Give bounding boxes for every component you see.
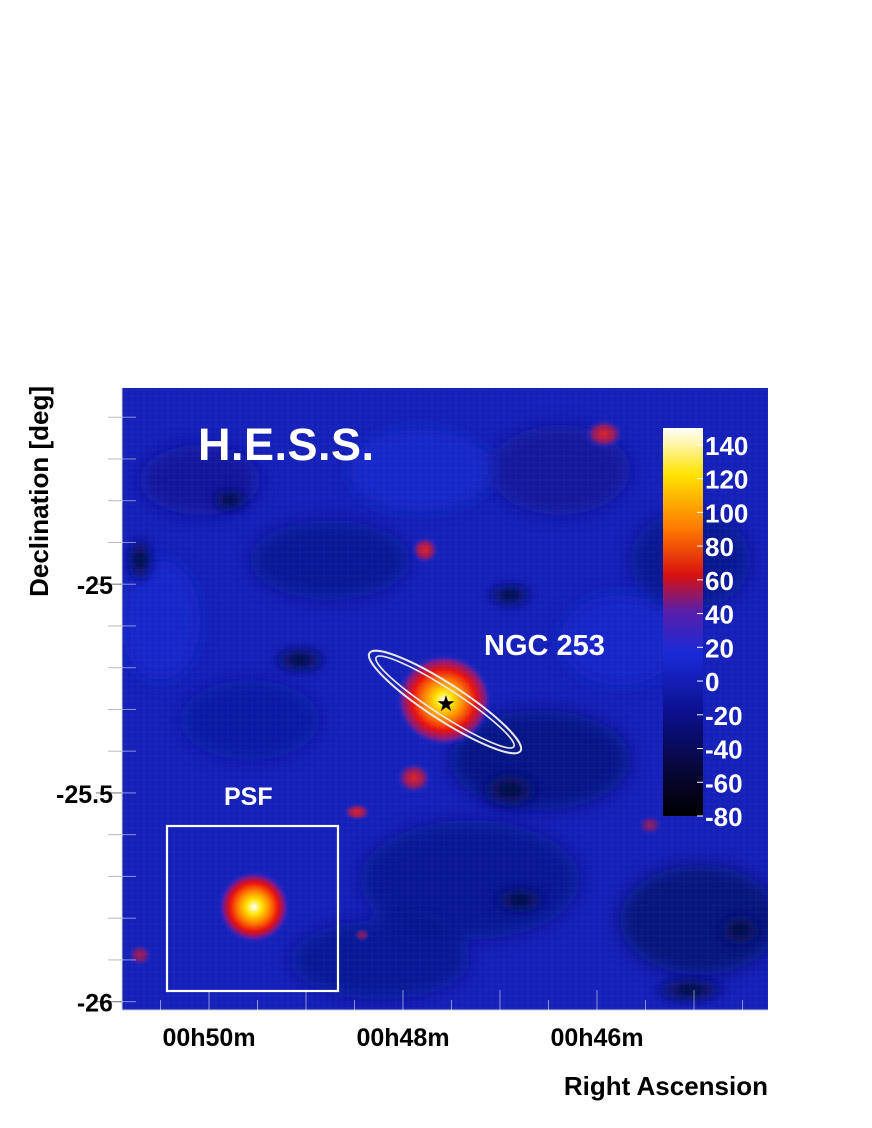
colorbar-tick-label: -60 xyxy=(705,768,743,798)
colorbar-tick-label: 100 xyxy=(705,498,748,528)
x-tick-label: 00h48m xyxy=(356,1024,449,1052)
star-marker-icon: ★ xyxy=(436,692,456,717)
psf-label: PSF xyxy=(224,783,273,811)
y-axis-title: Declination [deg] xyxy=(24,386,54,597)
x-tick-label: 00h46m xyxy=(550,1024,643,1052)
colorbar-gradient xyxy=(663,428,703,816)
colorbar-tick-label: -40 xyxy=(705,735,743,765)
x-tick-label: 00h50m xyxy=(162,1024,255,1052)
psf-inset xyxy=(165,824,340,993)
y-axis-ticks: -25 -25.5 -26 xyxy=(56,416,136,1018)
colorbar-tick-label: 140 xyxy=(705,431,748,461)
y-tick-label: -25 xyxy=(77,572,113,600)
colorbar-tick-label: 120 xyxy=(705,465,748,495)
colorbar-tick-label: -20 xyxy=(705,701,743,731)
colorbar-tick-label: -80 xyxy=(705,802,743,832)
y-tick-label: -26 xyxy=(77,990,113,1018)
colorbar-tick-label: 40 xyxy=(705,600,734,630)
colorbar-tick-label: 80 xyxy=(705,532,734,562)
psf-profile xyxy=(218,871,290,943)
galaxy-ellipse-outer xyxy=(367,649,523,755)
x-axis-title: Right Ascension xyxy=(564,1071,768,1101)
colorbar-tick-label: 20 xyxy=(705,633,734,663)
colorbar-tick-label: 60 xyxy=(705,566,734,596)
colorbar-tick-label: 0 xyxy=(705,667,719,697)
plot-frame xyxy=(121,388,768,1011)
galaxy-ellipse-inner xyxy=(375,655,515,749)
psf-box xyxy=(165,824,340,993)
x-axis-ticks: 00h50m 00h48m 00h46m xyxy=(111,990,743,1052)
source-label: NGC 253 xyxy=(484,630,605,662)
y-tick-label: -25.5 xyxy=(56,781,113,809)
galaxy-ellipses xyxy=(367,649,523,755)
chart-title: H.E.S.S. xyxy=(198,419,375,470)
